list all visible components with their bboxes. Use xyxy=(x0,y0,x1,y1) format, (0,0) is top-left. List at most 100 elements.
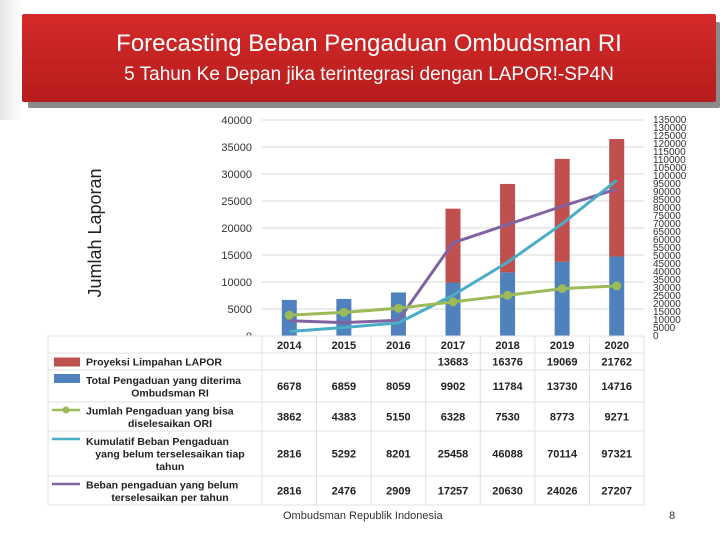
table-value-kumulatif: 2816 xyxy=(277,449,301,461)
right-axis-tick-label: 20000 xyxy=(653,299,681,310)
right-axis-tick-label: 50000 xyxy=(653,251,681,262)
left-axis-tick-label: 25000 xyxy=(221,196,252,208)
table-value-total: 9902 xyxy=(441,381,465,393)
category-label: 2018 xyxy=(495,340,519,352)
line-kumulatif xyxy=(289,179,618,333)
table-value-total: 11784 xyxy=(493,381,524,393)
table-value-beban: 2816 xyxy=(277,486,301,498)
bar-proyeksi-2017 xyxy=(445,208,461,283)
right-axis-tick-label: 85000 xyxy=(653,195,681,206)
category-label: 2019 xyxy=(550,340,574,352)
table-value-selesai: 6328 xyxy=(441,412,465,424)
table-value-proyeksi: 19069 xyxy=(547,357,578,369)
legend-key-total xyxy=(54,374,80,383)
right-axis-tick-label: 105000 xyxy=(653,163,687,174)
table-value-beban: 2909 xyxy=(386,486,410,498)
slide-subtitle: 5 Tahun Ke Depan jika terintegrasi denga… xyxy=(124,64,614,85)
marker-selesai-2016 xyxy=(393,303,403,313)
marker-selesai-2018 xyxy=(503,290,513,300)
table-value-selesai: 7530 xyxy=(495,412,519,424)
marker-selesai-2020 xyxy=(612,281,622,291)
category-label: 2015 xyxy=(332,340,356,352)
right-axis-tick-label: 0 xyxy=(653,331,659,342)
right-axis-tick-label: 35000 xyxy=(653,275,681,286)
legend-label-kumulatif: tahun xyxy=(156,461,185,473)
category-label: 2014 xyxy=(277,340,302,352)
category-label: 2016 xyxy=(386,340,410,352)
right-axis-tick-label: 10000 xyxy=(653,315,681,326)
table-value-kumulatif: 97321 xyxy=(601,449,632,461)
marker-selesai-2015 xyxy=(339,307,349,317)
data-table-frame xyxy=(47,335,645,506)
right-axis-tick-label: 55000 xyxy=(653,243,681,254)
table-value-beban: 24026 xyxy=(547,486,578,498)
left-axis-tick-label: 5000 xyxy=(228,304,252,316)
right-axis-tick-label: 5000 xyxy=(653,323,676,334)
right-axis-tick-label: 130000 xyxy=(653,123,687,134)
table-value-proyeksi: 13683 xyxy=(438,357,469,369)
right-axis-tick-label: 70000 xyxy=(653,219,681,230)
bar-total-2015 xyxy=(336,298,352,336)
right-axis-tick-label: 100000 xyxy=(653,171,687,182)
marker-selesai-2019 xyxy=(557,284,567,294)
table-value-kumulatif: 5292 xyxy=(332,449,356,461)
table-value-kumulatif: 8201 xyxy=(386,449,410,461)
right-axis-tick-label: 15000 xyxy=(653,307,681,318)
right-axis-tick-label: 135000 xyxy=(653,115,687,126)
right-axis-tick-label: 30000 xyxy=(653,283,681,294)
line-beban xyxy=(289,187,618,325)
table-value-kumulatif: 25458 xyxy=(438,449,469,461)
table-value-kumulatif: 70114 xyxy=(547,449,578,461)
left-axis-tick-label: 30000 xyxy=(221,169,252,181)
table-value-selesai: 9271 xyxy=(604,412,628,424)
legend-label-selesai: diselesaikan ORI xyxy=(128,418,212,430)
table-value-selesai: 5150 xyxy=(386,412,410,424)
right-axis-tick-label: 90000 xyxy=(653,187,681,198)
category-label: 2020 xyxy=(604,340,628,352)
bar-proyeksi-2020 xyxy=(609,139,625,257)
right-axis-tick-label: 75000 xyxy=(653,211,681,222)
legend-label-beban: Beban pengaduan yang belum xyxy=(86,479,238,491)
table-value-beban: 17257 xyxy=(438,486,469,498)
legend-label-kumulatif: Kumulatif Beban Pengaduan xyxy=(86,436,229,448)
marker-selesai-2014 xyxy=(284,310,294,320)
left-axis-tick-label: 10000 xyxy=(221,277,252,289)
marker-selesai-2017 xyxy=(448,297,458,307)
bar-total-2016 xyxy=(390,292,406,336)
left-axis-tick-label: 40000 xyxy=(221,115,252,127)
table-value-total: 14716 xyxy=(601,381,632,393)
table-value-total: 6859 xyxy=(332,381,356,393)
page-number: 8 xyxy=(669,510,676,522)
category-label: 2017 xyxy=(441,340,465,352)
table-value-selesai: 8773 xyxy=(550,412,574,424)
right-axis-tick-label: 115000 xyxy=(653,147,686,158)
table-value-proyeksi: 16376 xyxy=(492,357,523,369)
legend-marker-selesai xyxy=(62,406,70,414)
table-value-selesai: 3862 xyxy=(277,412,301,424)
right-axis-tick-label: 80000 xyxy=(653,203,681,214)
left-axis-tick-label: 15000 xyxy=(221,250,252,262)
right-axis-tick-label: 125000 xyxy=(653,131,687,142)
legend-label-total: Total Pengaduan yang diterima xyxy=(86,375,241,387)
legend-key-proyeksi xyxy=(54,357,80,367)
table-value-total: 13730 xyxy=(547,381,578,393)
right-axis-tick-label: 110000 xyxy=(653,155,686,166)
right-axis-tick-label: 120000 xyxy=(653,139,687,150)
right-axis-tick-label: 65000 xyxy=(653,227,681,238)
legend-label-total: Ombudsman RI xyxy=(131,387,209,399)
table-value-selesai: 4383 xyxy=(332,412,356,424)
table-value-proyeksi: 21762 xyxy=(601,357,632,369)
table-value-beban: 20630 xyxy=(492,486,523,498)
bar-total-2020 xyxy=(609,256,625,336)
right-axis-tick-label: 40000 xyxy=(653,267,681,278)
legend-label-proyeksi: Proyeksi Limpahan LAPOR xyxy=(86,357,222,369)
table-value-total: 6678 xyxy=(277,381,301,393)
title-banner xyxy=(22,14,716,102)
y-axis-title: Jumlah Laporan xyxy=(85,168,105,297)
bar-proyeksi-2019 xyxy=(554,158,570,262)
slide-left-edge xyxy=(0,0,22,120)
slide-title: Forecasting Beban Pengaduan Ombudsman RI xyxy=(116,30,622,57)
legend-label-beban: terselesaikan per tahun xyxy=(111,492,228,504)
footer-organization: Ombudsman Republik Indonesia xyxy=(283,510,443,522)
